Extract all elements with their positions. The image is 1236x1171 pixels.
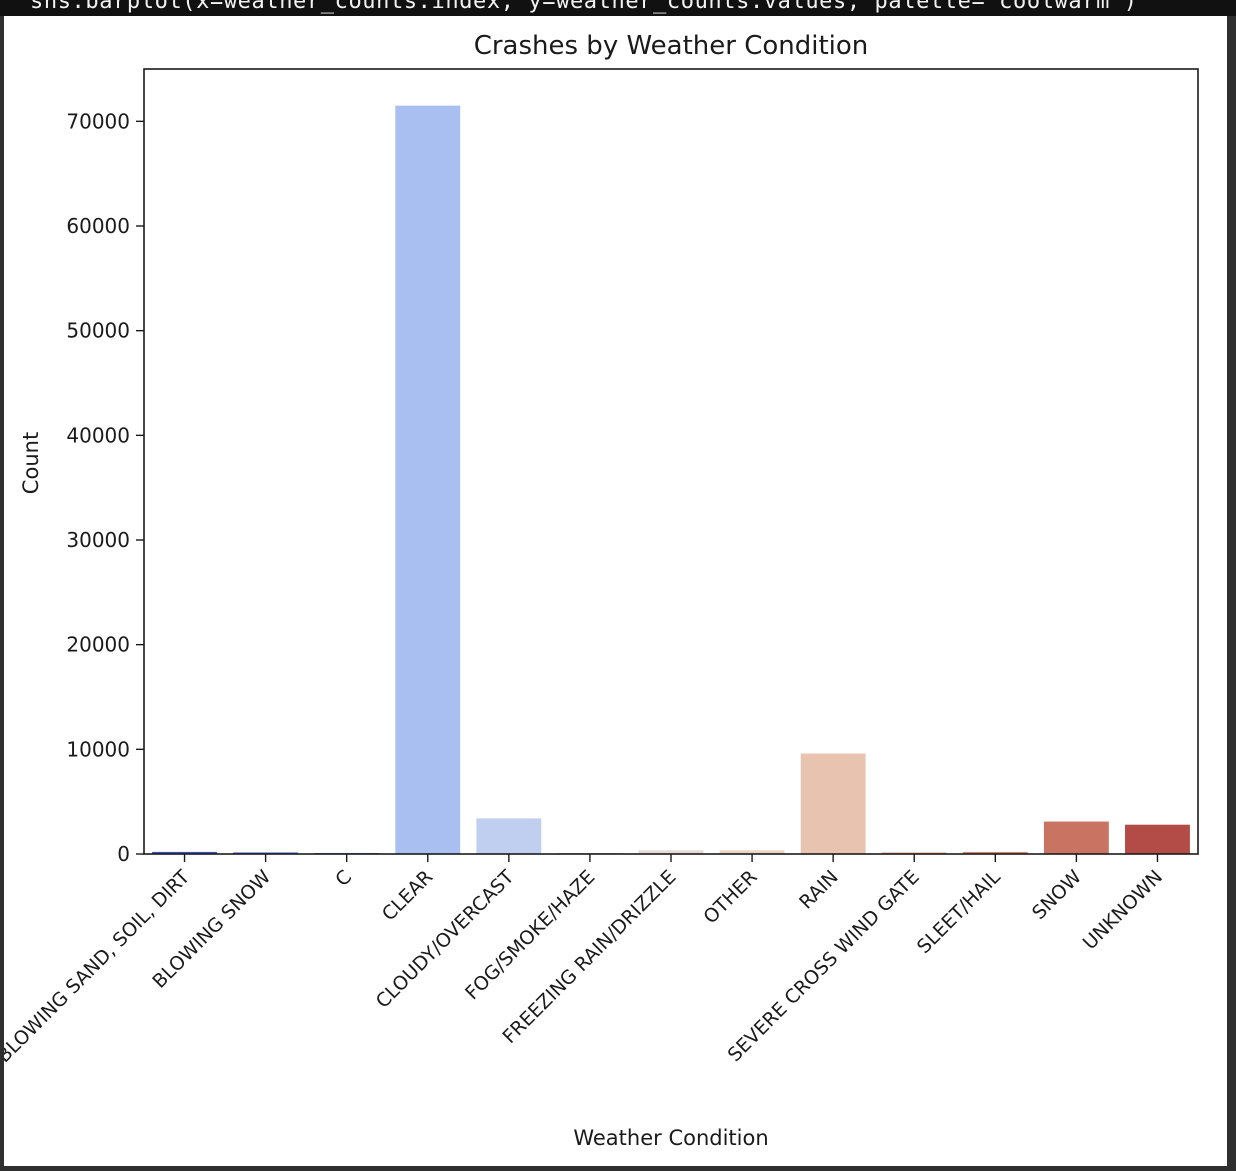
bar-7 <box>719 850 785 854</box>
bar-10 <box>962 851 1028 854</box>
y-tick-label-6: 60000 <box>66 214 130 238</box>
bar-11 <box>1043 821 1109 854</box>
bars-layer <box>152 105 1190 855</box>
x-tick-label-12: UNKNOWN <box>1079 866 1167 954</box>
axes-frame <box>143 68 1199 855</box>
x-axis-label: Weather Condition <box>573 1126 768 1150</box>
x-tick-label-8: RAIN <box>795 866 843 914</box>
bar-12 <box>1125 824 1190 854</box>
x-tick-label-7: OTHER <box>699 866 761 928</box>
bar-8 <box>800 753 866 854</box>
x-tick-label-10: SLEET/HAIL <box>913 866 1005 958</box>
y-tick-label-2: 20000 <box>66 633 130 657</box>
y-axis: 0 10000 20000 30000 40000 50000 60000 70000 <box>66 109 144 866</box>
x-tick-label-11: SNOW <box>1028 866 1086 924</box>
y-axis-label: Count <box>19 432 43 494</box>
bar-chart: Crashes by Weather Condition 0 10000 20000… <box>4 31 1199 1150</box>
y-tick-label-4: 40000 <box>66 423 130 447</box>
x-tick-label-2: C <box>331 866 356 891</box>
plot-panel: Crashes by Weather Condition 0 10000 20000… <box>4 16 1227 1166</box>
x-tick-label-3: CLEAR <box>378 866 437 925</box>
chart-title: Crashes by Weather Condition <box>474 31 869 61</box>
bar-4 <box>476 818 542 854</box>
y-tick-label-0: 0 <box>117 842 130 866</box>
x-tick-label-6: FREEZING RAIN/DRIZZLE <box>498 866 680 1048</box>
y-tick-label-3: 30000 <box>66 528 130 552</box>
code-cell-strip: sns.barplot(x=weather_counts.index, y=we… <box>0 0 1236 16</box>
y-tick-label-5: 50000 <box>66 319 130 343</box>
y-tick-label-7: 70000 <box>66 109 130 133</box>
bar-0 <box>152 851 217 854</box>
code-line: sns.barplot(x=weather_counts.index, y=we… <box>30 0 1138 14</box>
bar-6 <box>638 850 704 854</box>
x-tick-label-4: CLOUDY/OVERCAST <box>372 866 519 1013</box>
y-tick-label-1: 10000 <box>66 737 130 761</box>
bar-3 <box>395 105 461 855</box>
